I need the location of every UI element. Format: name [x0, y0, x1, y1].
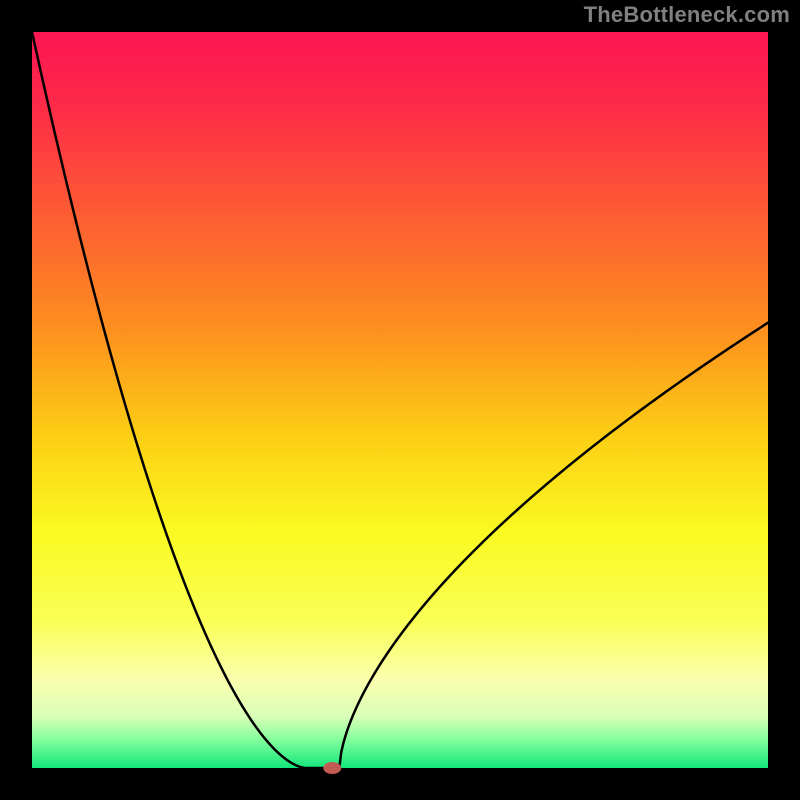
bottleneck-chart [0, 0, 800, 800]
chart-stage: TheBottleneck.com [0, 0, 800, 800]
watermark-text: TheBottleneck.com [584, 2, 790, 28]
optimal-point-marker [323, 762, 341, 774]
